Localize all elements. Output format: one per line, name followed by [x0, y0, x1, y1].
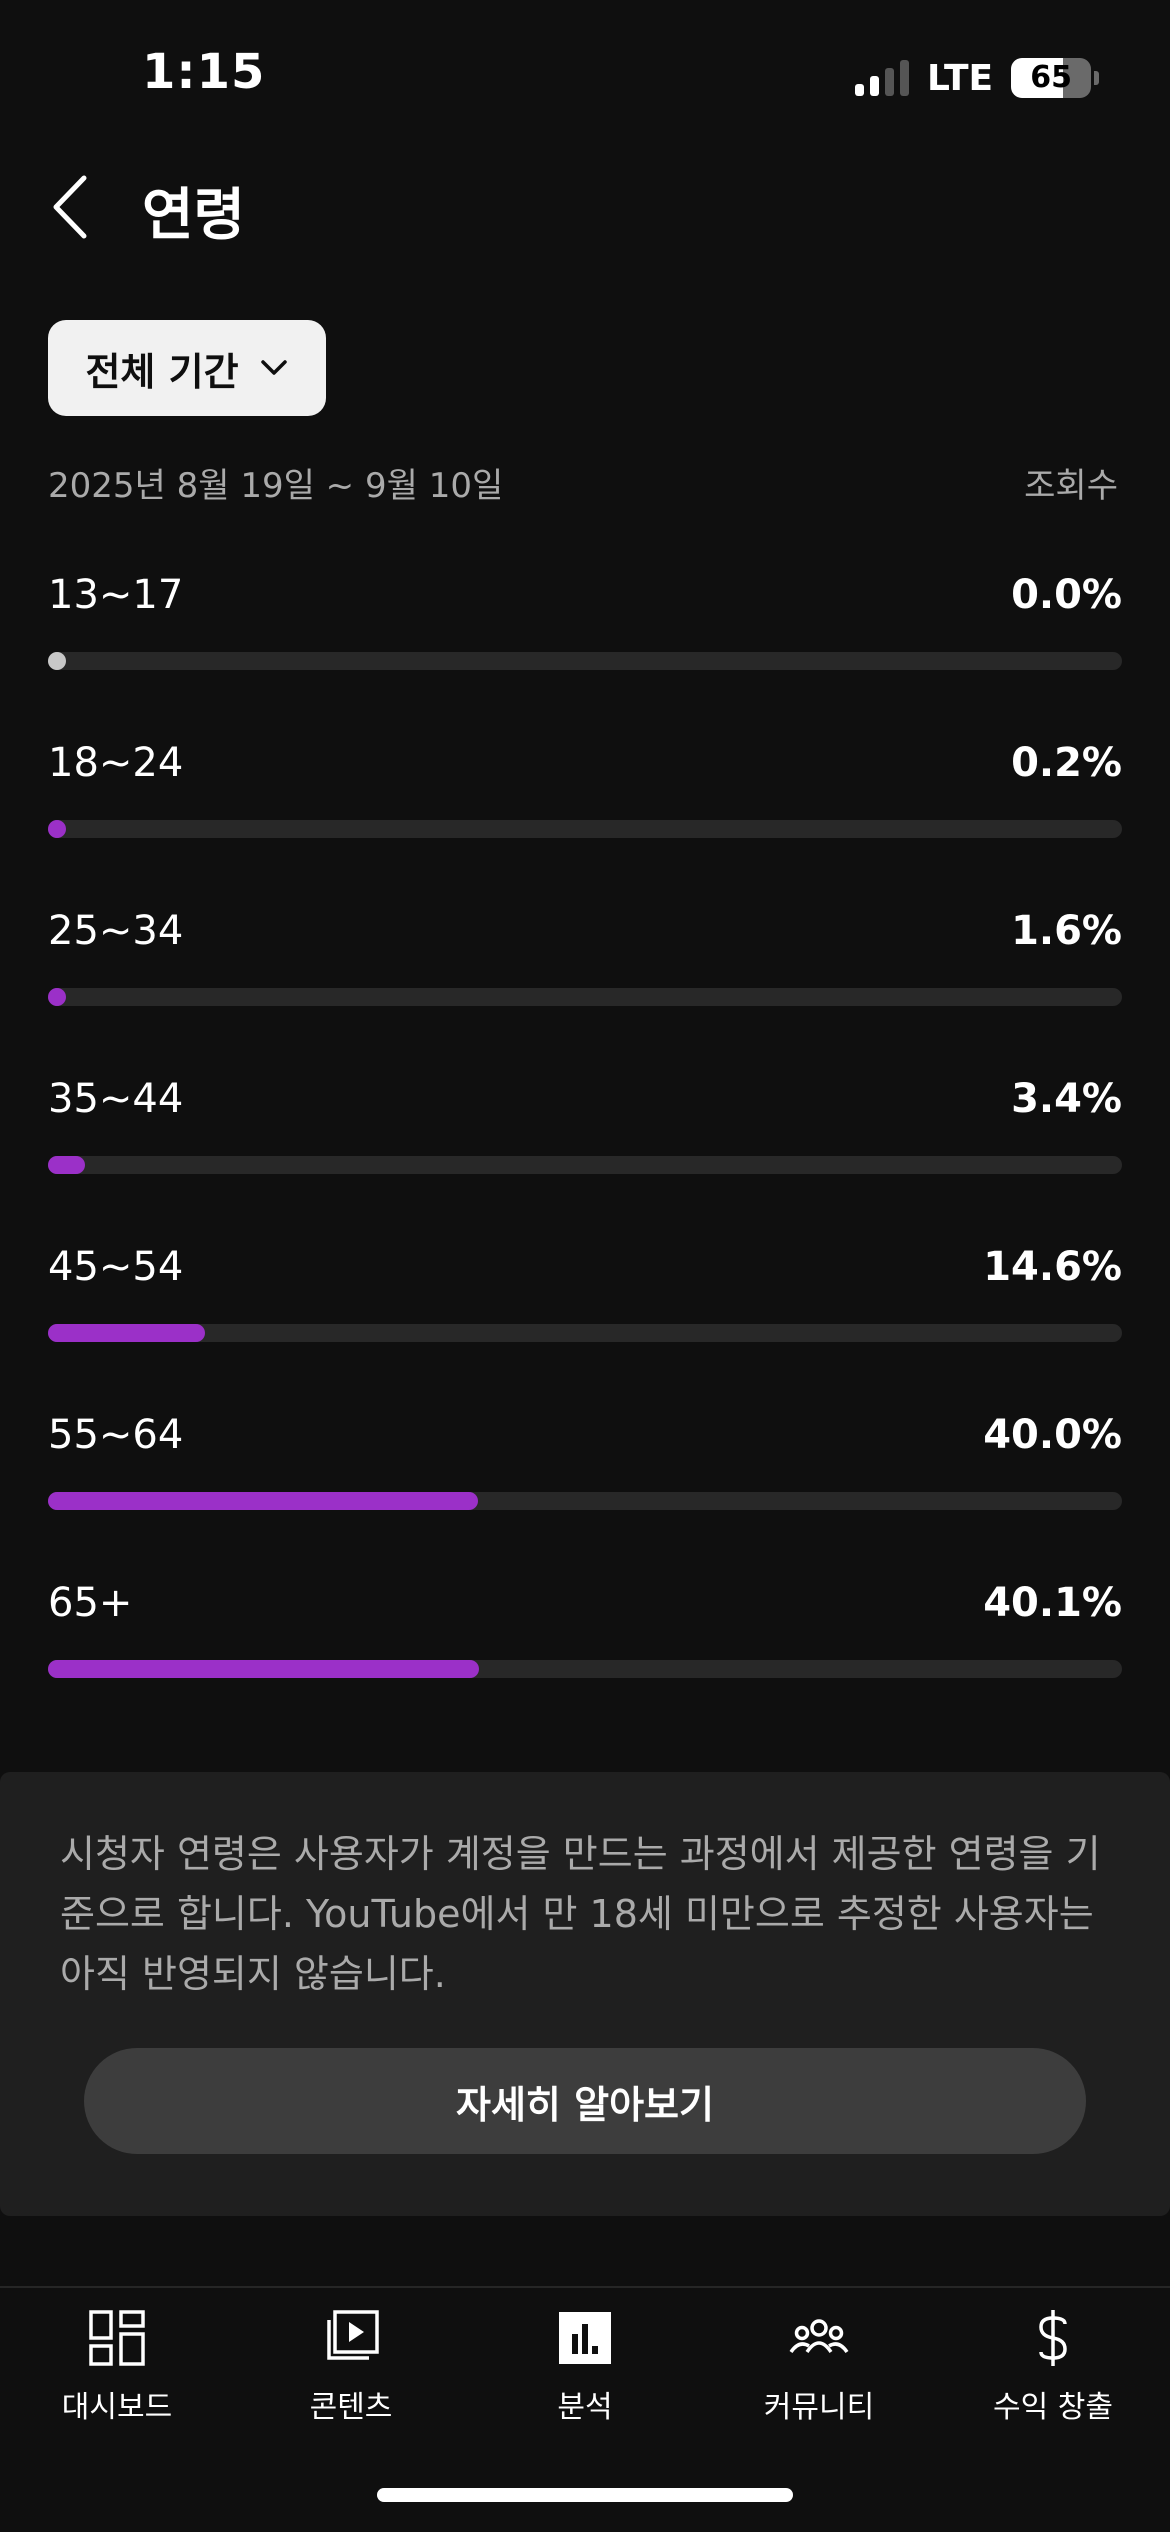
status-indicators: LTE 65: [855, 54, 1100, 102]
age-row: 13~17 0.0%: [48, 572, 1122, 692]
network-type: LTE: [927, 57, 994, 99]
bar-track: [48, 1156, 1122, 1174]
info-card: 시청자 연령은 사용자가 계정을 만드는 과정에서 제공한 연령을 기준으로 합…: [0, 1772, 1170, 2216]
age-label: 18~24: [48, 740, 184, 786]
nav-item-monetization[interactable]: 수익 창출: [936, 2288, 1170, 2438]
age-row: 65+ 40.1%: [48, 1580, 1122, 1700]
age-label: 35~44: [48, 1076, 184, 1122]
date-range: 2025년 8월 19일 ~ 9월 10일: [48, 466, 504, 506]
analytics-icon: [559, 2312, 611, 2364]
age-label: 45~54: [48, 1244, 184, 1290]
age-value: 3.4%: [1011, 1076, 1122, 1122]
age-label: 25~34: [48, 908, 184, 954]
community-icon: [789, 2319, 849, 2354]
age-row: 35~44 3.4%: [48, 1076, 1122, 1196]
age-label: 55~64: [48, 1412, 184, 1458]
age-row: 45~54 14.6%: [48, 1244, 1122, 1364]
nav-item-community[interactable]: 커뮤니티: [702, 2288, 936, 2438]
nav-divider: [0, 2286, 1170, 2288]
battery-tip: [1094, 71, 1100, 85]
age-value: 0.2%: [1011, 740, 1122, 786]
nav-label: 수익 창출: [993, 2390, 1113, 2425]
bar-track: [48, 988, 1122, 1006]
bottom-nav: 대시보드 콘텐츠 분석: [0, 2288, 1170, 2438]
nav-label: 콘텐츠: [309, 2390, 393, 2425]
bar-track: [48, 652, 1122, 670]
bar-track: [48, 1492, 1122, 1510]
age-label: 65+: [48, 1580, 133, 1626]
age-value: 40.0%: [983, 1412, 1122, 1458]
bar-fill: [48, 820, 66, 838]
nav-label: 대시보드: [61, 2390, 173, 2425]
nav-item-analytics[interactable]: 분석: [468, 2288, 702, 2438]
age-row: 55~64 40.0%: [48, 1412, 1122, 1532]
nav-label: 커뮤니티: [763, 2390, 875, 2425]
bar-fill: [48, 988, 66, 1006]
nav-label: 분석: [557, 2390, 613, 2425]
dashboard-icon: [89, 2310, 145, 2366]
age-value: 40.1%: [983, 1580, 1122, 1626]
age-value: 14.6%: [983, 1244, 1122, 1290]
bar-fill: [48, 1324, 205, 1342]
nav-item-dashboard[interactable]: 대시보드: [0, 2288, 234, 2438]
bar-fill: [48, 652, 66, 670]
nav-item-content[interactable]: 콘텐츠: [234, 2288, 468, 2438]
learn-more-button[interactable]: 자세히 알아보기: [84, 2048, 1086, 2154]
bar-fill: [48, 1492, 478, 1510]
bar-track: [48, 1660, 1122, 1678]
period-filter-label: 전체 기간: [85, 349, 239, 394]
age-row: 18~24 0.2%: [48, 740, 1122, 860]
age-row: 25~34 1.6%: [48, 908, 1122, 1028]
chevron-left-icon[interactable]: [48, 172, 98, 242]
age-label: 13~17: [48, 572, 184, 618]
info-text: 시청자 연령은 사용자가 계정을 만드는 과정에서 제공한 연령을 기준으로 합…: [60, 1832, 1101, 1996]
bar-track: [48, 1324, 1122, 1342]
period-filter-dropdown[interactable]: 전체 기간: [48, 320, 326, 416]
battery-icon: 65: [1011, 58, 1092, 98]
bar-fill: [48, 1660, 479, 1678]
age-value: 0.0%: [1011, 572, 1122, 618]
content-play-icon: [327, 2310, 379, 2360]
page-title: 연령: [142, 183, 246, 248]
signal-icon: [855, 60, 909, 96]
status-time: 1:15: [142, 44, 266, 100]
bar-fill: [48, 1156, 85, 1174]
battery-level: 65: [1030, 60, 1073, 95]
home-indicator: [377, 2488, 793, 2502]
age-value: 1.6%: [1011, 908, 1122, 954]
dollar-icon: [1039, 2310, 1067, 2366]
bar-track: [48, 820, 1122, 838]
metric-label: 조회수: [1024, 466, 1118, 506]
chevron-down-icon: [260, 360, 287, 375]
